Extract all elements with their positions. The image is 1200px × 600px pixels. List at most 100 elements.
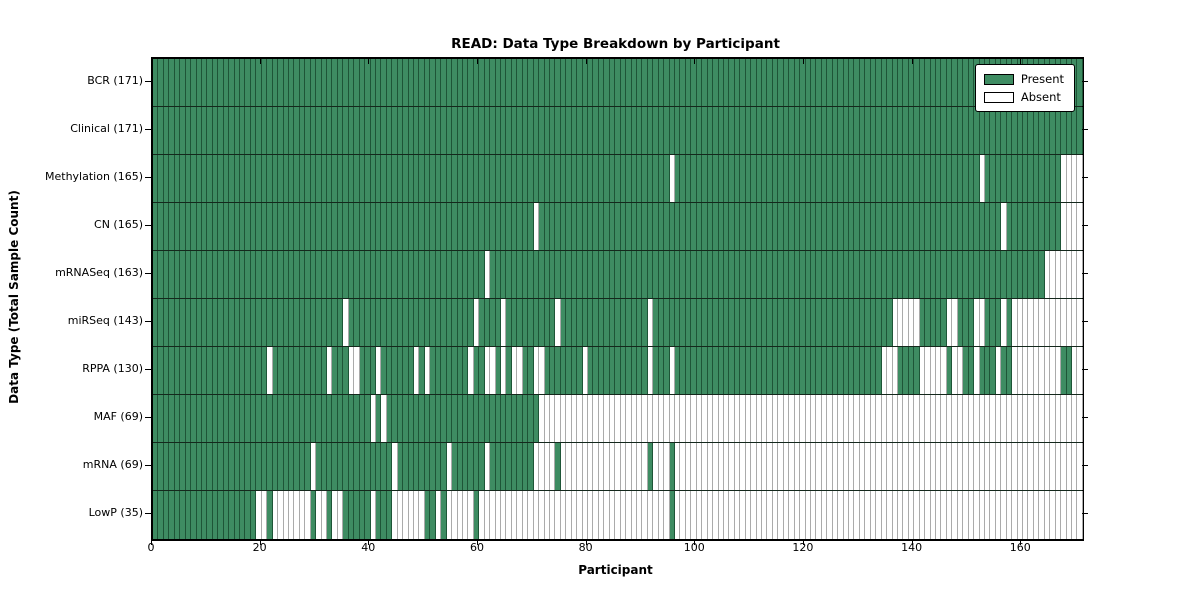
cell-maf-79 [582,395,588,442]
cell-clinical-25 [288,107,295,154]
cell-lowp-63 [495,491,501,539]
cell-bcr-96 [675,59,681,106]
cell-clinical-28 [305,107,311,154]
cell-maf-88 [631,395,637,442]
cell-bcr-102 [707,59,714,106]
cell-bcr-103 [713,59,719,106]
cell-rppa-39 [365,347,371,394]
cell-methylation-150 [968,155,975,202]
cell-bcr-115 [778,59,784,106]
cell-bcr-129 [854,59,860,106]
cell-mirseq-30 [316,299,322,346]
cell-mirseq-121 [810,299,817,346]
cell-mirseq-112 [762,299,768,346]
cell-mrna-142 [925,443,931,490]
cell-clinical-53 [441,107,447,154]
cell-bcr-25 [288,59,295,106]
cell-mrna-64 [501,443,507,490]
cell-methylation-22 [272,155,279,202]
cell-bcr-100 [696,59,703,106]
cell-methylation-13 [223,155,230,202]
cell-clinical-5 [180,107,186,154]
cell-cn-57 [462,203,469,250]
cell-lowp-28 [305,491,311,539]
cell-lowp-96 [675,491,681,539]
cell-mrnaseq-95 [669,251,675,298]
cell-mrna-146 [946,443,953,490]
cell-lowp-44 [392,491,398,539]
cell-cn-72 [544,203,550,250]
cell-cn-70 [533,203,540,250]
cell-bcr-4 [174,59,181,106]
cell-maf-78 [577,395,583,442]
cell-rppa-50 [424,347,431,394]
cell-bcr-108 [740,59,746,106]
cell-lowp-20 [261,491,268,539]
cell-cn-71 [539,203,545,250]
cell-cn-5 [180,203,186,250]
cell-mrna-140 [914,443,920,490]
cell-maf-67 [517,395,523,442]
cell-cn-7 [191,203,197,250]
legend-item-absent: Absent [983,88,1064,106]
cell-mirseq-120 [805,299,811,346]
cell-methylation-21 [267,155,273,202]
cell-mirseq-53 [441,299,447,346]
cell-mirseq-67 [517,299,523,346]
cell-maf-28 [305,395,311,442]
cell-clinical-59 [473,107,480,154]
cell-mrnaseq-12 [218,251,224,298]
cell-mrna-139 [908,443,915,490]
cell-rppa-118 [794,347,801,394]
cell-methylation-134 [881,155,888,202]
cell-mirseq-96 [675,299,681,346]
cell-bcr-28 [305,59,311,106]
cell-rppa-95 [669,347,675,394]
x-tick-label-60: 60 [469,541,484,554]
cell-lowp-71 [539,491,545,539]
cell-bcr-105 [723,59,730,106]
cell-mrnaseq-33 [332,251,338,298]
cell-mrnaseq-6 [185,251,192,298]
cell-lowp-133 [876,491,882,539]
cell-methylation-95 [669,155,675,202]
cell-methylation-148 [957,155,964,202]
cell-mirseq-83 [604,299,610,346]
cell-cn-125 [832,203,839,250]
cell-bcr-55 [452,59,458,106]
cell-cn-142 [925,203,931,250]
cell-mrnaseq-18 [250,251,257,298]
cell-rppa-90 [642,347,648,394]
cell-methylation-145 [941,155,947,202]
cell-lowp-165 [1050,491,1056,539]
cell-mirseq-23 [278,299,284,346]
cell-mrnaseq-131 [865,251,871,298]
cell-lowp-94 [664,491,670,539]
cell-lowp-84 [609,491,616,539]
cell-mrnaseq-129 [854,251,860,298]
cell-clinical-101 [702,107,708,154]
cell-mirseq-79 [582,299,588,346]
cell-maf-57 [462,395,469,442]
cell-mrna-130 [859,443,866,490]
heatmap-row-bcr [153,59,1083,107]
cell-rppa-120 [805,347,811,394]
cell-mirseq-147 [952,299,958,346]
cell-mrna-30 [316,443,322,490]
cell-rppa-136 [892,347,898,394]
cell-methylation-65 [506,155,512,202]
cell-clinical-137 [897,107,904,154]
cell-clinical-131 [865,107,871,154]
cell-mrnaseq-146 [946,251,953,298]
cell-clinical-125 [832,107,839,154]
cell-rppa-146 [946,347,953,394]
cell-cn-122 [816,203,822,250]
cell-mrna-98 [685,443,692,490]
cell-mrnaseq-97 [680,251,686,298]
cell-lowp-65 [506,491,512,539]
cell-lowp-47 [408,491,414,539]
cell-methylation-159 [1017,155,1023,202]
cell-mrna-27 [299,443,306,490]
cell-maf-83 [604,395,610,442]
cell-mirseq-0 [153,299,159,346]
